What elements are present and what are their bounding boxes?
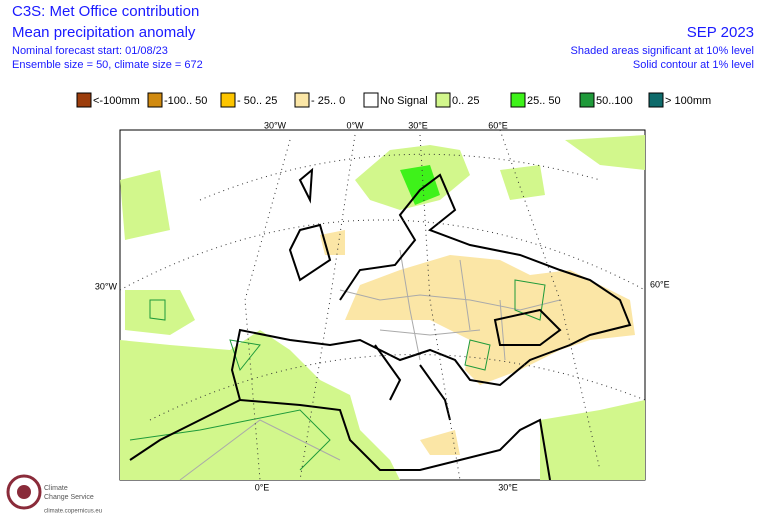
map: 30°W 0°W 30°E 60°E 30°W 60°E 0°E 30°E — [95, 120, 670, 492]
dry-area — [345, 255, 635, 385]
graticule — [120, 130, 645, 480]
logo: Climate Change Service climate.copernicu… — [6, 474, 102, 515]
country-borders — [179, 249, 561, 480]
note-contour: Solid contour at 1% level — [633, 59, 754, 71]
logo-icon — [6, 474, 42, 510]
legend-swatch — [510, 92, 526, 108]
graticule-label: 30°W — [95, 281, 118, 291]
logo-text: Change Service — [44, 494, 94, 501]
legend-swatch — [294, 92, 310, 108]
legend-swatch — [579, 92, 595, 108]
legend-swatch — [220, 92, 236, 108]
forecast-start: Nominal forecast start: 01/08/23 — [12, 45, 168, 57]
title: C3S: Met Office contribution — [12, 3, 199, 20]
graticule-label: 0°E — [255, 482, 270, 492]
legend-swatch — [147, 92, 163, 108]
legend: <-100mm -100.. 50 - 50.. 25 - 25.. 0 No Sign… — [76, 92, 711, 108]
legend-label: 0.. 25 — [452, 95, 480, 107]
subtitle: Mean precipitation anomaly — [12, 24, 196, 41]
period: SEP 2023 — [687, 24, 754, 41]
legend-label: No Signal — [380, 95, 428, 107]
legend-swatch — [76, 92, 92, 108]
legend-label: -100.. 50 — [164, 95, 207, 107]
legend-swatch — [648, 92, 664, 108]
legend-swatch — [435, 92, 451, 108]
wet-area — [125, 290, 195, 335]
legend-label: 50..100 — [596, 95, 633, 107]
logo-icon — [17, 485, 31, 499]
legend-swatch — [363, 92, 379, 108]
dry-area — [320, 230, 460, 455]
wet-area — [120, 135, 645, 240]
graticule-label: 0°W — [346, 120, 364, 130]
note-shaded: Shaded areas significant at 10% level — [571, 45, 754, 57]
graticule-label: 60°E — [488, 120, 508, 130]
graticule-label: 30°W — [264, 120, 287, 130]
ensemble: Ensemble size = 50, climate size = 672 — [12, 59, 203, 71]
coastline — [129, 167, 632, 480]
significance-contour — [129, 279, 546, 471]
legend-label: > 100mm — [665, 95, 711, 107]
logo-url: climate.copernicus.eu — [44, 509, 102, 515]
wet-area — [540, 400, 645, 480]
wet-area — [400, 165, 440, 205]
legend-label: <-100mm — [93, 95, 140, 107]
logo-text: Climate — [44, 485, 68, 492]
legend-label: 25.. 50 — [527, 95, 561, 107]
graticule-label: 30°E — [498, 482, 518, 492]
graticule-label: 60°E — [650, 279, 670, 289]
legend-label: - 25.. 0 — [311, 95, 345, 107]
wet-area — [120, 330, 400, 480]
graticule-label: 30°E — [408, 120, 428, 130]
legend-label: - 50.. 25 — [237, 95, 277, 107]
